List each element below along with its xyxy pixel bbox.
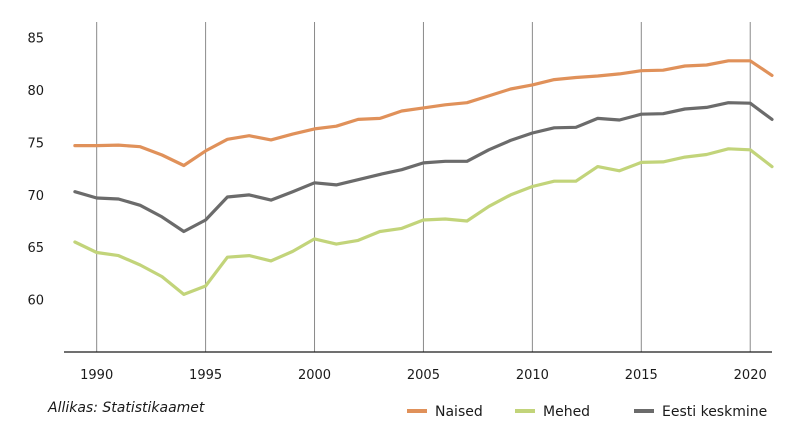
series-line-2 [73, 101, 774, 234]
source-note: Allikas: Statistikaamet [48, 400, 205, 416]
y-tick-85: 85 [27, 32, 44, 47]
series-lines [73, 59, 774, 296]
y-tick-65: 65 [27, 241, 44, 256]
y-tick-80: 80 [27, 84, 44, 99]
x-tick-2005: 2005 [407, 368, 440, 383]
legend-label-1: Mehed [543, 404, 590, 420]
series-line-1 [73, 147, 774, 296]
x-tick-2015: 2015 [625, 368, 658, 383]
x-tick-2010: 2010 [516, 368, 549, 383]
x-tick-1995: 1995 [189, 368, 222, 383]
y-tick-70: 70 [27, 189, 44, 204]
y-tick-75: 75 [27, 136, 44, 151]
x-tick-2000: 2000 [298, 368, 331, 383]
tick-labels: 1990 1995 2000 2005 2010 2015 2020 60 65 70 75 80 85 [27, 32, 766, 383]
legend-label-2: Eesti keskmine [662, 404, 767, 420]
series-line-0 [73, 59, 774, 168]
x-tick-2020: 2020 [734, 368, 767, 383]
legend-label-0: Naised [435, 404, 483, 420]
legend: Naised Mehed Eesti keskmine [407, 404, 767, 420]
y-tick-60: 60 [27, 294, 44, 309]
x-tick-1990: 1990 [80, 368, 113, 383]
